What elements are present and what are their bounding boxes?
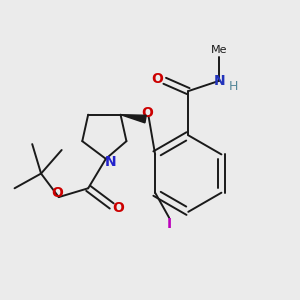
Text: O: O bbox=[112, 201, 124, 215]
Text: I: I bbox=[167, 217, 172, 231]
Text: N: N bbox=[213, 74, 225, 88]
Text: Me: Me bbox=[211, 45, 227, 55]
Text: H: H bbox=[229, 80, 239, 93]
Polygon shape bbox=[121, 115, 146, 123]
Text: N: N bbox=[104, 155, 116, 169]
Text: O: O bbox=[152, 72, 163, 86]
Text: O: O bbox=[51, 186, 63, 200]
Text: O: O bbox=[141, 106, 153, 120]
